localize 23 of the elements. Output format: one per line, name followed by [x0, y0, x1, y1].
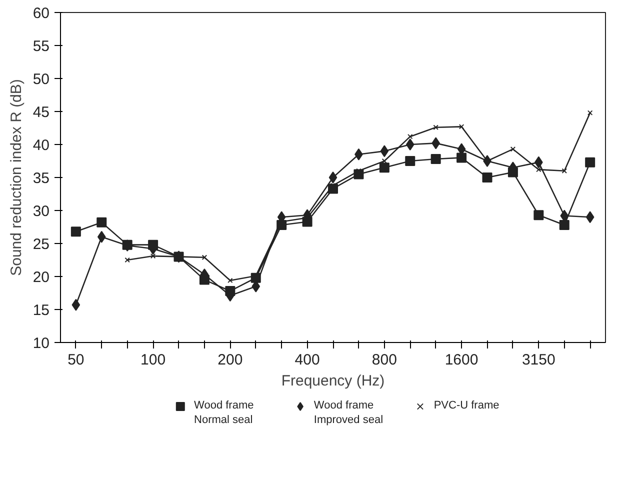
y-tick-label: 55: [32, 38, 50, 55]
y-tick-label: 60: [32, 5, 50, 22]
x-tick-label: 100: [140, 352, 166, 368]
y-tick-label: 30: [32, 203, 50, 220]
y-tick-label: 35: [32, 170, 50, 187]
x-tick-label: 3150: [522, 352, 556, 368]
y-tick-label: 50: [32, 71, 50, 88]
y-tick-label: 45: [32, 104, 50, 121]
legend-label: PVC-U frame: [434, 400, 500, 412]
x-tick-label: 200: [218, 352, 243, 368]
x-tick-label: 400: [294, 352, 320, 368]
y-tick-label: 20: [32, 269, 50, 286]
legend-label: Wood frame Normal seal: [194, 400, 254, 426]
y-axis-title: Sound reduction index R (dB): [8, 79, 25, 276]
y-tick-label: 15: [32, 302, 50, 319]
legend-label: Wood frame Improved seal: [314, 400, 384, 426]
y-tick-label: 25: [32, 236, 50, 253]
y-tick-label: 10: [32, 335, 50, 352]
x-axis-title: Frequency (Hz): [281, 372, 385, 390]
x-tick-label: 50: [68, 352, 84, 368]
x-tick-label: 800: [372, 352, 397, 368]
x-tick-label: 1600: [444, 352, 478, 368]
y-tick-label: 40: [32, 137, 50, 154]
